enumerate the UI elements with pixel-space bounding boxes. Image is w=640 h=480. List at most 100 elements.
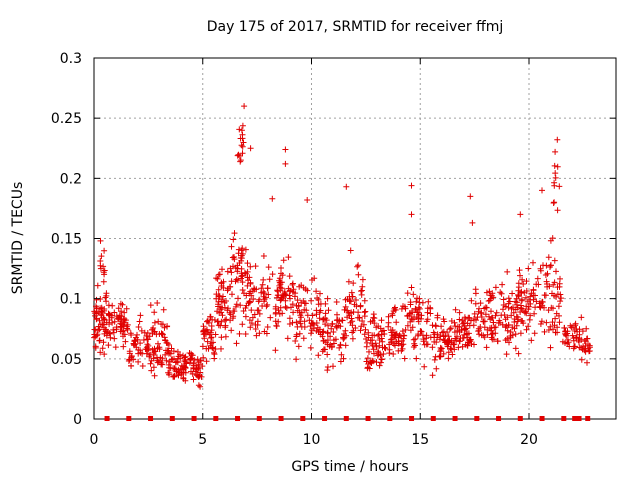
- data-point: [504, 314, 511, 321]
- data-point: [278, 265, 284, 271]
- data-point: [213, 275, 220, 282]
- data-point: [285, 254, 292, 261]
- data-point: [538, 318, 545, 325]
- data-point: [137, 347, 144, 354]
- data-point: [322, 300, 329, 307]
- data-point: [279, 272, 286, 279]
- data-point: [554, 136, 561, 143]
- data-point: [482, 311, 489, 318]
- data-point: [239, 143, 246, 150]
- data-point: [469, 219, 476, 226]
- data-point: [222, 317, 228, 324]
- y-tick-label: 0.05: [51, 352, 82, 368]
- data-point: [448, 337, 455, 344]
- data-point: [175, 353, 182, 360]
- data-point: [180, 352, 186, 359]
- data-point: [307, 323, 314, 330]
- data-point: [247, 299, 253, 306]
- data-point: [488, 327, 495, 334]
- data-point: [519, 318, 526, 324]
- data-point: [549, 319, 556, 326]
- data-point: [287, 288, 294, 295]
- data-point: [424, 309, 431, 316]
- data-point: [216, 271, 223, 278]
- data-point: [320, 328, 327, 335]
- data-point: [344, 307, 351, 314]
- data-point: [214, 275, 221, 282]
- data-point: [340, 355, 347, 362]
- data-point: [464, 320, 471, 327]
- data-point: [311, 275, 318, 282]
- data-point: [421, 341, 428, 348]
- data-point: [447, 325, 454, 332]
- data-point: [174, 348, 181, 355]
- data-point: [264, 301, 271, 308]
- gap-marker: [430, 416, 436, 421]
- data-point: [265, 291, 272, 298]
- data-point: [509, 332, 516, 339]
- gap-marker: [539, 416, 545, 421]
- data-point: [478, 314, 485, 320]
- data-point: [234, 152, 241, 159]
- data-point: [550, 200, 557, 206]
- data-point: [449, 351, 456, 358]
- data-point: [235, 151, 242, 158]
- data-point: [316, 315, 323, 322]
- y-tick-label: 0.3: [60, 51, 82, 67]
- data-point: [345, 278, 352, 285]
- data-point: [398, 342, 405, 349]
- data-point: [114, 315, 121, 322]
- data-point: [155, 318, 162, 325]
- data-point: [414, 332, 421, 339]
- data-point: [205, 345, 212, 352]
- data-point: [431, 334, 438, 341]
- data-point: [228, 327, 235, 334]
- data-point: [290, 309, 297, 316]
- data-point: [338, 351, 345, 358]
- data-point: [199, 363, 206, 370]
- data-point: [195, 373, 202, 380]
- data-point: [159, 355, 166, 362]
- data-point: [349, 335, 356, 342]
- data-point: [555, 303, 562, 310]
- data-point: [309, 312, 316, 319]
- data-point: [325, 307, 332, 314]
- data-point: [239, 150, 246, 157]
- data-point: [434, 314, 441, 321]
- data-point: [239, 135, 246, 142]
- gap-marker: [474, 416, 480, 421]
- data-point: [570, 324, 576, 331]
- data-point: [109, 302, 116, 309]
- data-point: [171, 372, 178, 379]
- data-point: [550, 305, 556, 312]
- data-point: [324, 295, 331, 302]
- data-point: [515, 350, 522, 357]
- data-point: [492, 284, 499, 291]
- gap-marker: [343, 416, 349, 421]
- data-point: [260, 253, 267, 259]
- data-point: [567, 322, 574, 329]
- data-point: [135, 358, 142, 365]
- data-point: [514, 314, 521, 321]
- data-point: [254, 322, 261, 328]
- data-point: [504, 335, 511, 342]
- data-point: [224, 268, 231, 275]
- data-point: [515, 284, 522, 291]
- data-point: [358, 291, 365, 298]
- data-point: [256, 296, 263, 303]
- data-point: [562, 340, 568, 346]
- data-point: [480, 332, 487, 339]
- data-point: [282, 297, 289, 304]
- data-point: [100, 339, 107, 346]
- data-point: [456, 338, 463, 345]
- data-point: [350, 327, 357, 334]
- data-point: [353, 297, 359, 303]
- data-point: [510, 309, 517, 316]
- data-point: [329, 320, 336, 327]
- data-point: [99, 345, 106, 352]
- data-point: [237, 302, 244, 309]
- data-point: [487, 316, 494, 323]
- data-point: [452, 306, 459, 313]
- data-point: [197, 383, 204, 390]
- data-point: [161, 334, 168, 341]
